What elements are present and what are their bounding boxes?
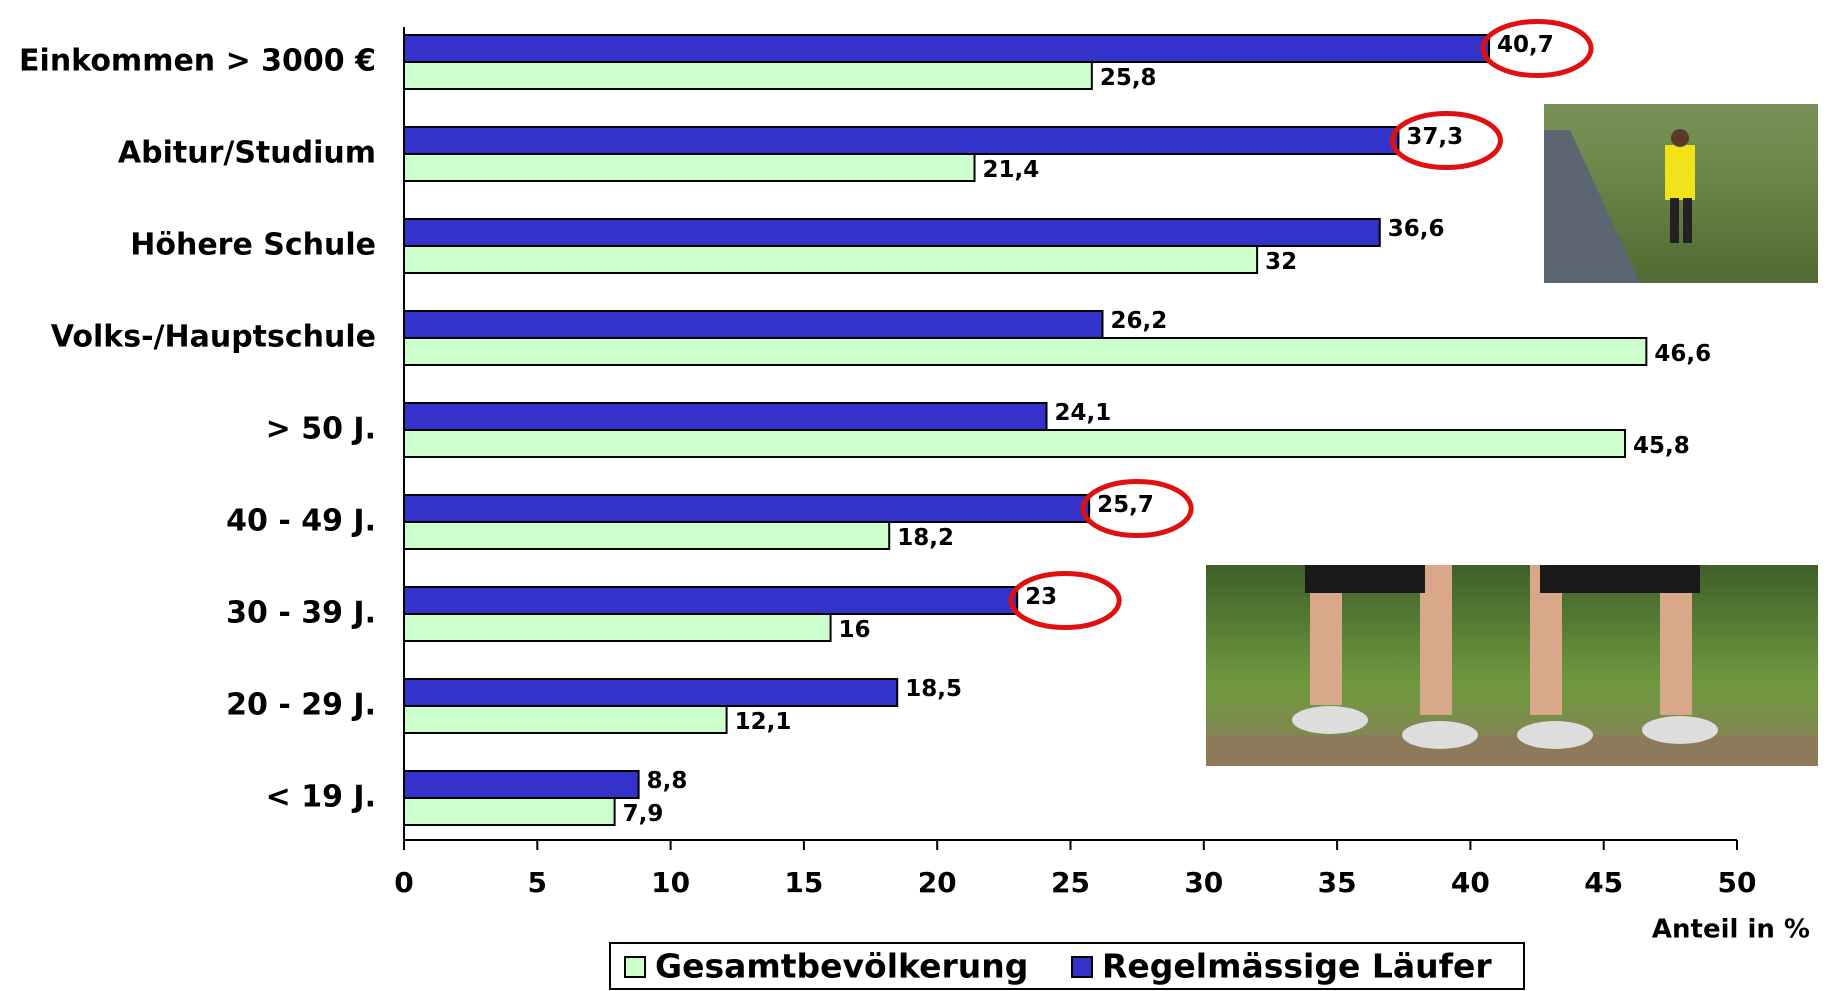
- value-label: 25,7: [1097, 492, 1154, 518]
- y-tick-label: Einkommen > 3000 €: [19, 44, 376, 79]
- value-label: 18,5: [905, 676, 962, 702]
- bar: [403, 245, 1259, 274]
- x-tick-label: 35: [1318, 866, 1357, 899]
- y-tick-label: 40 - 49 J.: [226, 504, 376, 539]
- bar: [403, 34, 1491, 63]
- value-label: 37,3: [1406, 124, 1463, 150]
- x-tick-label: 15: [784, 866, 823, 899]
- highlight-circle: [1389, 111, 1503, 170]
- value-label: 32: [1265, 249, 1297, 275]
- bar: [403, 770, 640, 799]
- bar: [403, 429, 1627, 458]
- y-tick-label: Volks-/Hauptschule: [51, 320, 376, 355]
- bar: [403, 586, 1019, 615]
- bar: [403, 402, 1048, 431]
- value-label: 18,2: [897, 525, 954, 551]
- highlight-circle: [1008, 571, 1122, 630]
- y-tick-label: Höhere Schule: [130, 228, 376, 263]
- value-label: 24,1: [1055, 400, 1112, 426]
- bar: [403, 153, 976, 182]
- x-tick-label: 10: [651, 866, 690, 899]
- value-label: 16: [839, 617, 871, 643]
- y-tick-label: 20 - 29 J.: [226, 688, 376, 723]
- bar: [403, 310, 1104, 339]
- legend-label: Regelmässige Läufer: [1102, 947, 1492, 986]
- bar: [403, 678, 899, 707]
- bar: [403, 705, 728, 734]
- y-tick-label: > 50 J.: [266, 412, 376, 447]
- bar: [403, 126, 1400, 155]
- value-label: 36,6: [1388, 216, 1445, 242]
- x-tick-label: 30: [1184, 866, 1223, 899]
- value-label: 7,9: [623, 801, 664, 827]
- legend-label: Gesamtbevölkerung: [655, 947, 1028, 986]
- y-tick-label: Abitur/Studium: [118, 136, 376, 171]
- x-tick-label: 50: [1718, 866, 1757, 899]
- bar: [403, 494, 1091, 523]
- value-label: 21,4: [983, 157, 1040, 183]
- value-label: 26,2: [1110, 308, 1167, 334]
- y-tick-label: < 19 J.: [266, 780, 376, 815]
- legend-swatch: [624, 956, 646, 978]
- value-label: 8,8: [647, 768, 688, 794]
- value-label: 45,8: [1633, 433, 1690, 459]
- value-label: 46,6: [1654, 341, 1711, 367]
- bar: [403, 218, 1381, 247]
- y-tick-label: 30 - 39 J.: [226, 596, 376, 631]
- highlight-circle: [1480, 19, 1594, 78]
- x-tick-label: 20: [918, 866, 957, 899]
- photo-runner-legs: [1206, 565, 1818, 766]
- value-label: 23: [1025, 584, 1057, 610]
- value-label: 12,1: [735, 709, 792, 735]
- highlight-circle: [1080, 479, 1194, 538]
- x-tick-label: 45: [1584, 866, 1623, 899]
- bar: [403, 797, 616, 826]
- value-label: 25,8: [1100, 65, 1157, 91]
- x-axis-label: Anteil in %: [1652, 915, 1810, 945]
- legend-swatch: [1071, 956, 1093, 978]
- x-tick-label: 5: [528, 866, 547, 899]
- value-label: 40,7: [1497, 32, 1554, 58]
- photo-runner-path: [1544, 104, 1818, 283]
- x-tick-label: 40: [1451, 866, 1490, 899]
- x-tick-label: 0: [394, 866, 413, 899]
- bar: [403, 613, 832, 642]
- x-tick-label: 25: [1051, 866, 1090, 899]
- bar: [403, 521, 891, 550]
- bar: [403, 61, 1093, 90]
- bar: [403, 337, 1648, 366]
- legend-box: [609, 942, 1525, 990]
